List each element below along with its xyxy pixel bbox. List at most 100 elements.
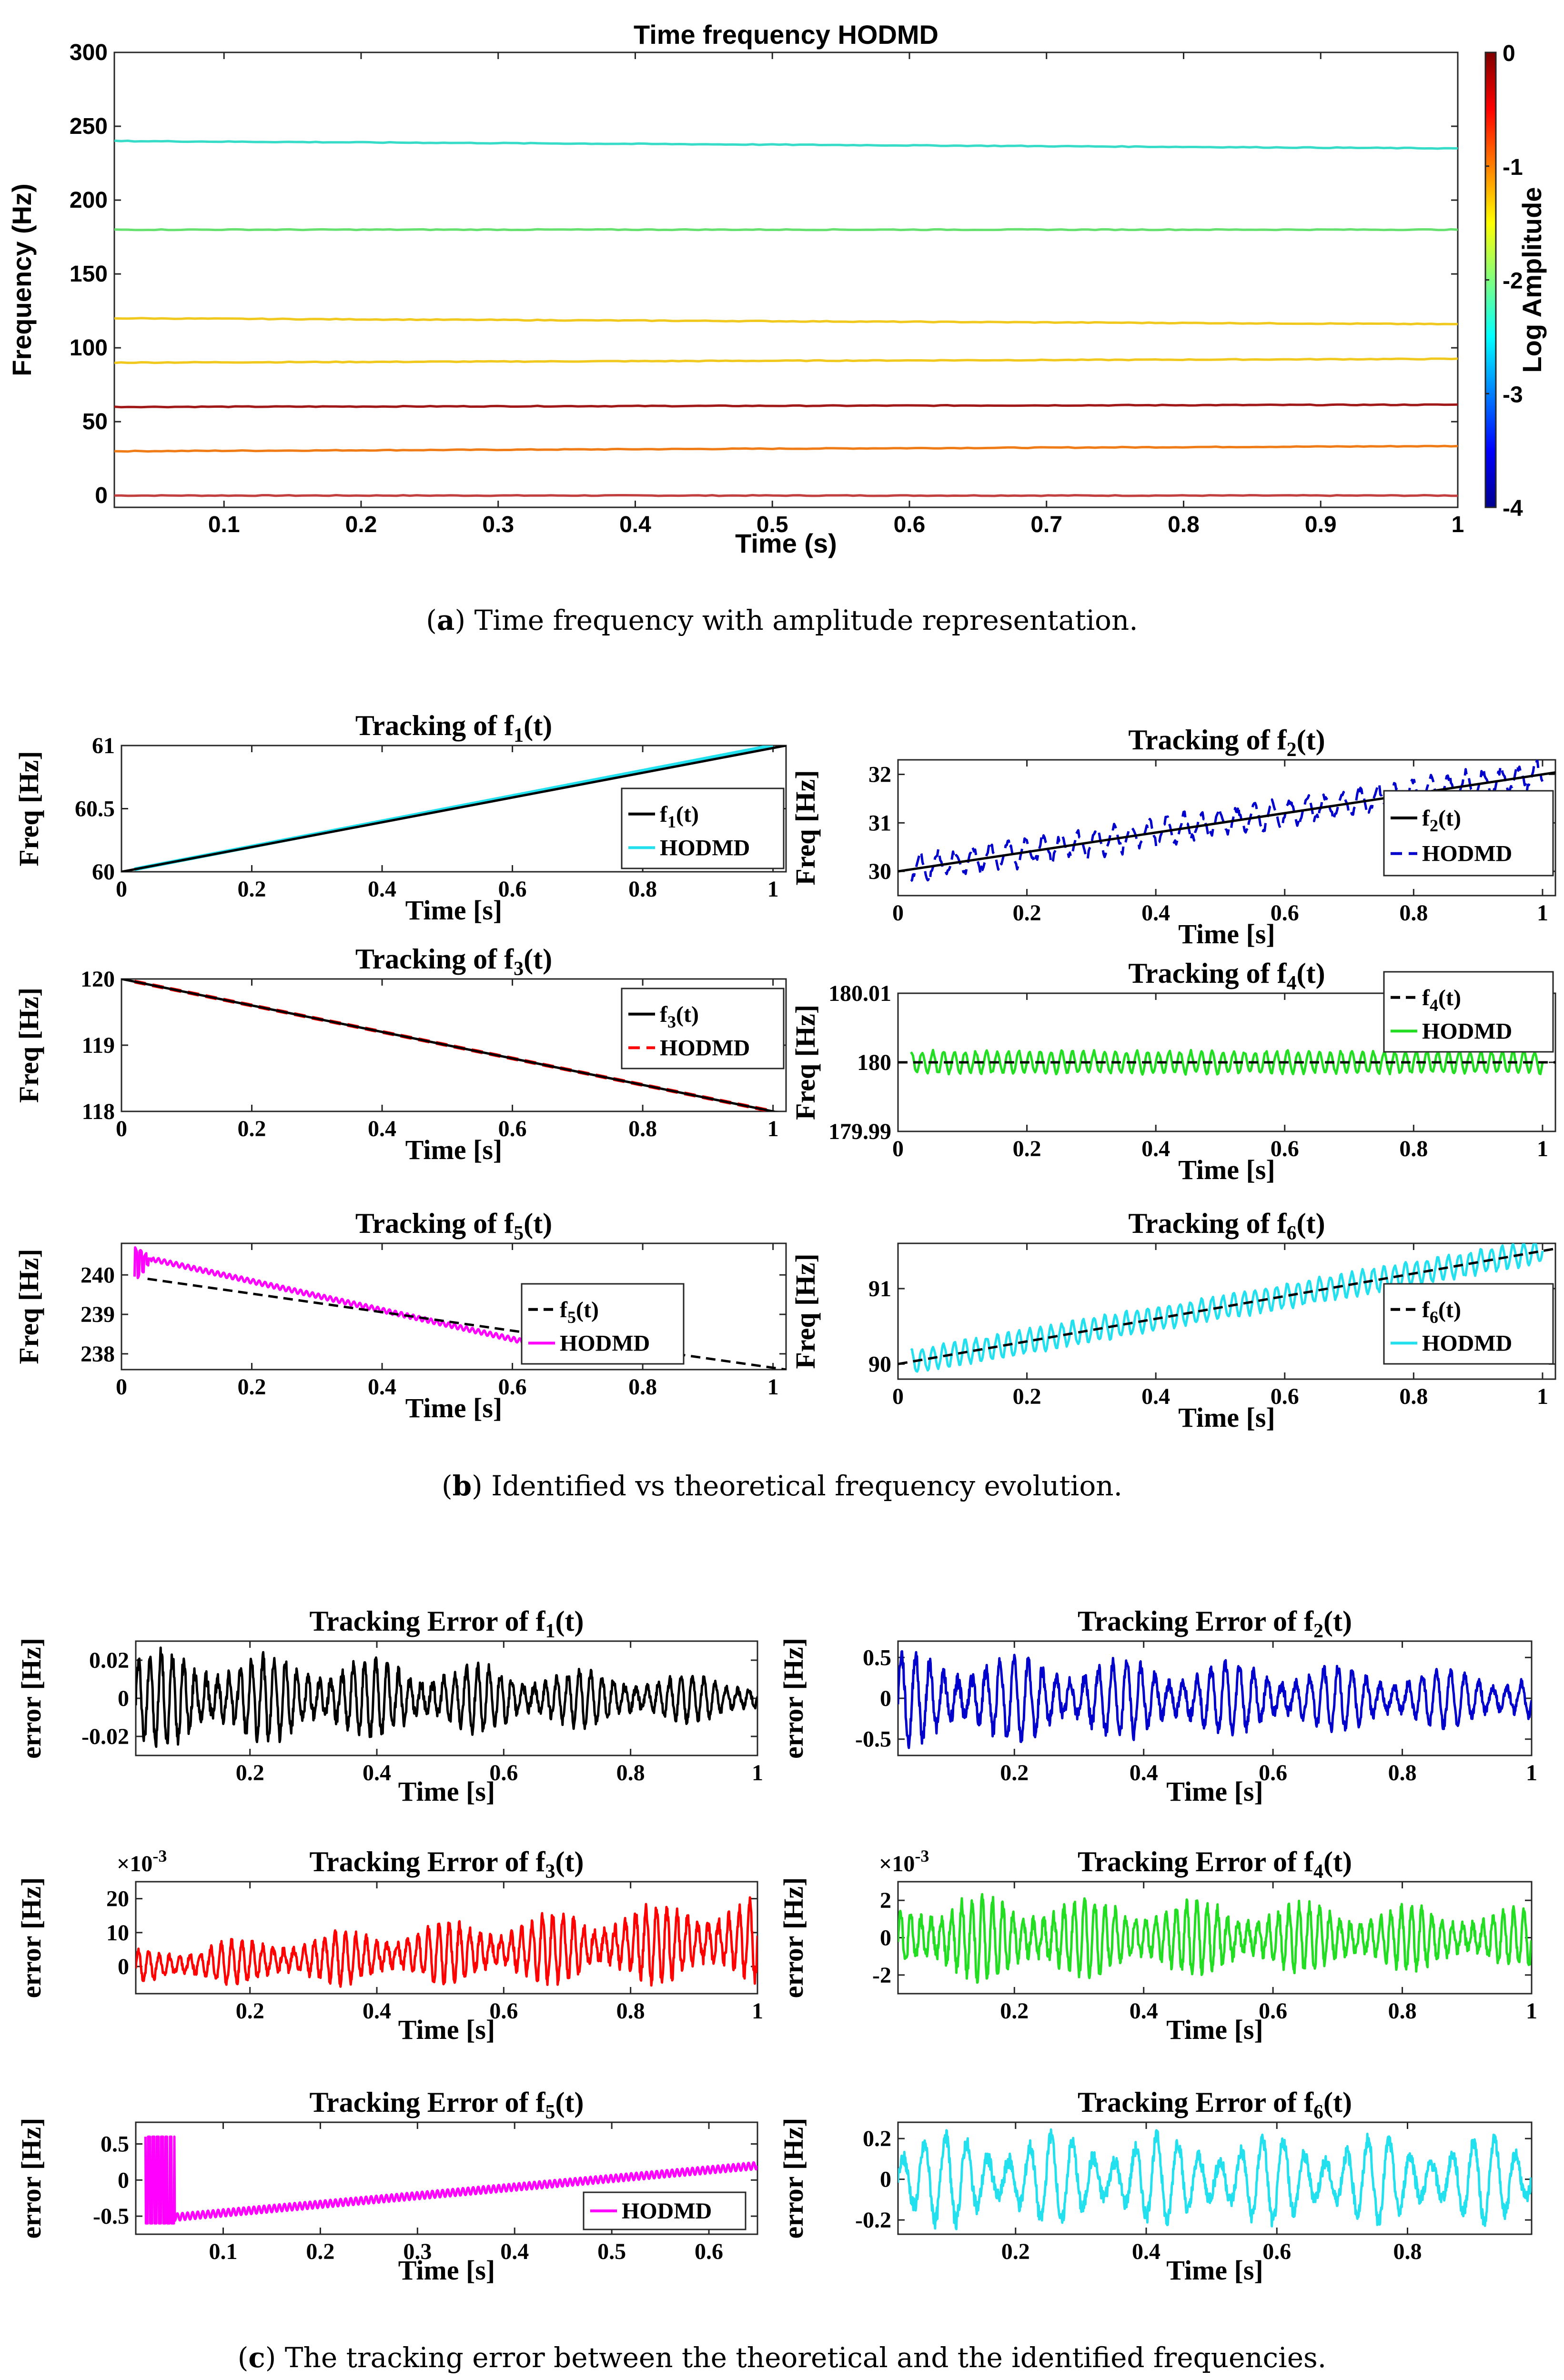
y-axis-label: Freq [Hz] xyxy=(13,751,44,866)
x-tick-label: 0 xyxy=(892,1136,904,1161)
x-tick-label: 0.6 xyxy=(498,877,527,902)
legend-hodmd-label: HODMD xyxy=(660,1035,750,1060)
colorbar-tick-label: -1 xyxy=(1503,155,1523,180)
x-tick-label: 0.6 xyxy=(498,1116,527,1141)
plot-marks xyxy=(121,979,779,1111)
caption-a: (a) Time frequency with amplitude repres… xyxy=(426,604,1138,636)
legend-theory-label: f1(t) xyxy=(660,802,699,831)
x-axis-label: Time [s] xyxy=(398,2255,495,2286)
y-axis-label: error [Hz] xyxy=(778,2118,809,2239)
y-tick-label: 118 xyxy=(82,1099,115,1124)
x-tick-label: 0 xyxy=(116,1116,127,1141)
y-tick-label: -0.5 xyxy=(855,1727,891,1752)
plot-marks xyxy=(136,1896,757,1988)
x-tick-label: 1 xyxy=(1526,1998,1537,2024)
y-tick-label: 31 xyxy=(868,810,891,836)
plot-marks xyxy=(114,139,1458,497)
theoretical-line xyxy=(898,1247,1555,1365)
x-tick-label: 0 xyxy=(892,1384,904,1409)
colorbar-tick-label: -2 xyxy=(1503,269,1523,294)
colorbar-tick-label: -4 xyxy=(1503,496,1523,521)
error-line xyxy=(898,2128,1532,2230)
x-tick-label: 0.8 xyxy=(628,1116,657,1141)
y-tick-label: 0.5 xyxy=(101,2131,129,2157)
x-tick-label: 0.2 xyxy=(1000,1760,1029,1785)
y-axis-label: Freq [Hz] xyxy=(790,1005,821,1120)
error-line xyxy=(898,1650,1532,1749)
x-tick-label: 0.6 xyxy=(1262,2239,1291,2264)
chart-b5: 0 0.2 0.4 0.6 0.8 1 238 239 240 Time [s] Freq [Hz]… xyxy=(13,1208,787,1423)
theoretical-line xyxy=(121,979,779,1111)
legend-box xyxy=(521,1283,685,1365)
y-tick-label: 30 xyxy=(868,859,891,884)
error-line xyxy=(136,1896,757,1988)
legend-theory-label: f6(t) xyxy=(1422,1297,1461,1327)
x-tick-label: 0.2 xyxy=(1013,1384,1041,1409)
tf-line-f5 xyxy=(114,139,1458,150)
x-tick-label: 1 xyxy=(752,1998,763,2024)
legend-hodmd-label: HODMD xyxy=(560,1331,650,1356)
y-tick-label: 0.2 xyxy=(863,2126,891,2151)
x-tick-label: 0.2 xyxy=(1013,900,1041,926)
legend-box xyxy=(1383,790,1554,877)
y-tick-label: 120 xyxy=(81,967,115,992)
x-tick-label: 0.7 xyxy=(1030,512,1062,537)
x-tick-label: 0 xyxy=(116,1374,127,1400)
x-tick-label: 0 xyxy=(892,900,904,926)
y-tick-label: 240 xyxy=(81,1262,115,1288)
x-tick-label: 0.4 xyxy=(368,1374,396,1400)
plot-marks xyxy=(136,1646,757,1748)
chart-a: 0.1 0.2 0.3 0.4 0.5 0.6 0.7 0.8 0.9 1 0 50 100 150 200… xyxy=(7,20,1547,558)
x-tick-label: 1 xyxy=(1537,1136,1548,1161)
y-tick-label: 0 xyxy=(95,483,108,508)
legend-theory-label: f4(t) xyxy=(1422,985,1461,1015)
chart-b3: 0 0.2 0.4 0.6 0.8 1 118 119 120 Time [s] Freq [Hz]… xyxy=(13,943,787,1165)
caption-a-text: Time frequency with amplitude representa… xyxy=(465,604,1138,636)
y-tick-label: 0 xyxy=(118,2168,129,2193)
x-tick-label: 0.4 xyxy=(1141,1384,1170,1409)
plot-marks xyxy=(144,2135,757,2225)
x-tick-label: 1 xyxy=(752,1760,763,1785)
x-tick-label: 0.6 xyxy=(894,512,926,537)
plot-area xyxy=(121,1242,787,1371)
hodmd-line xyxy=(910,1049,1544,1076)
x-tick-label: 0.8 xyxy=(1399,900,1428,926)
x-tick-label: 1 xyxy=(767,1116,779,1141)
plot-marks xyxy=(898,1650,1532,1749)
x-tick-label: 0.8 xyxy=(1399,1384,1428,1409)
x-axis-label: Time [s] xyxy=(405,895,503,926)
caption-b-text: Identified vs theoretical frequency evol… xyxy=(482,1470,1123,1502)
hodmd-line xyxy=(910,1243,1544,1373)
x-tick-label: 0.2 xyxy=(306,2239,334,2264)
axis-exponent: ×10-3 xyxy=(117,1846,167,1876)
x-tick-label: 1 xyxy=(1452,512,1464,537)
tf-line-f6 xyxy=(114,357,1458,364)
y-axis-label: Freq [Hz] xyxy=(790,1253,821,1369)
x-tick-label: 0.6 xyxy=(1271,1136,1299,1161)
caption-c-text: The tracking error between the theoretic… xyxy=(276,2341,1327,2374)
x-tick-label: 0.8 xyxy=(1399,1136,1428,1161)
x-tick-label: 0.6 xyxy=(1259,1760,1287,1785)
x-tick-label: 0.4 xyxy=(1141,900,1170,926)
y-tick-label: 300 xyxy=(70,40,108,65)
x-tick-label: 0.1 xyxy=(208,512,240,537)
x-axis-label: Time [s] xyxy=(398,1776,495,1807)
plot-marks xyxy=(898,1049,1555,1076)
x-tick-label: 0.6 xyxy=(1259,1998,1287,2024)
chart-b4: 0 0.2 0.4 0.6 0.8 1 179.99 180 180.01 Time [s] Fre… xyxy=(790,958,1556,1185)
legend-box xyxy=(621,787,785,869)
chart-title: Tracking Error of f5(t) xyxy=(310,2087,584,2123)
legend-hodmd-label: HODMD xyxy=(660,835,750,860)
chart-title: Tracking of f6(t) xyxy=(1128,1208,1325,1244)
y-axis-label: error [Hz] xyxy=(778,1877,809,1998)
colorbar-label: Log Amplitude xyxy=(1517,187,1547,373)
legend-theory-label: f5(t) xyxy=(560,1297,599,1327)
chart-c4: 0.2 0.4 0.6 0.8 1 -2 0 2 Time [s] error [Hz] Track… xyxy=(778,1846,1537,2045)
legend-theory-label: f3(t) xyxy=(660,1002,699,1031)
y-tick-label: -2 xyxy=(872,1963,891,1988)
x-tick-label: 0.2 xyxy=(238,1374,266,1400)
y-tick-label: -0.2 xyxy=(855,2208,891,2233)
x-tick-label: 0.1 xyxy=(209,2239,238,2264)
x-tick-label: 0.4 xyxy=(368,877,396,902)
y-tick-label: 200 xyxy=(70,188,108,213)
